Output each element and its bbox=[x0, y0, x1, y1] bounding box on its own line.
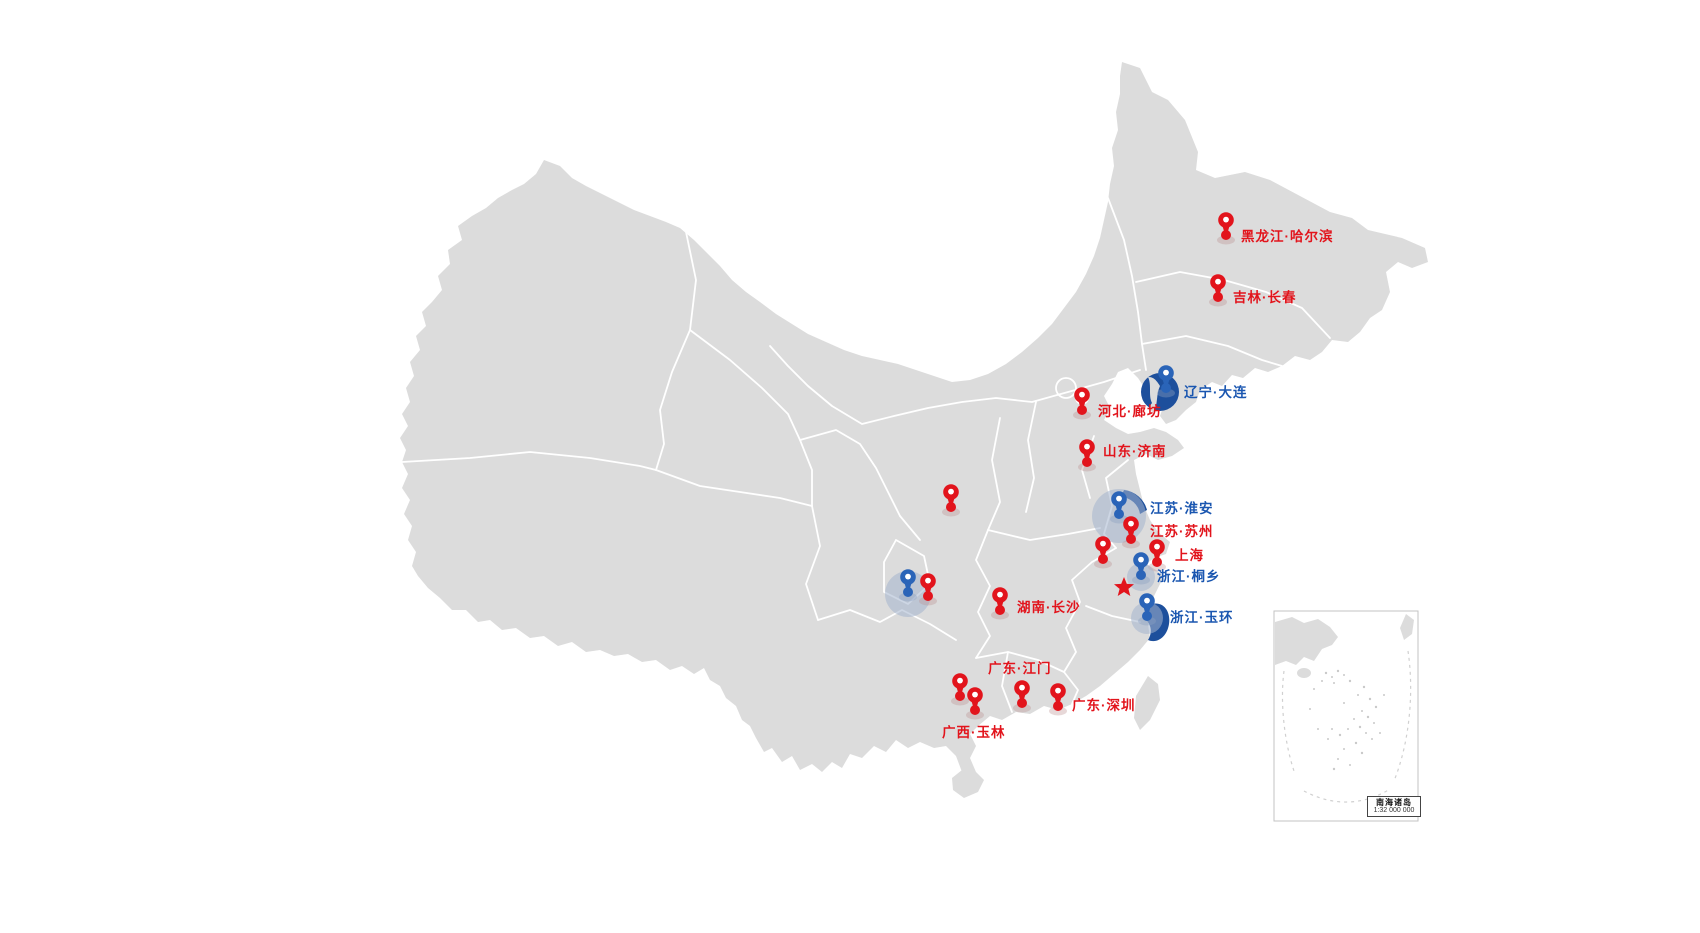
red-pin-icon[interactable] bbox=[1067, 386, 1097, 420]
inset-scale: 1:32 000 000 bbox=[1373, 807, 1415, 814]
taiwan-island bbox=[1134, 676, 1160, 730]
red-pin-icon[interactable] bbox=[1007, 679, 1037, 713]
china-mainland bbox=[400, 62, 1428, 780]
red-pin-icon[interactable] bbox=[936, 483, 966, 517]
marker-label-guangdong-jiangmen: 广东·江门 bbox=[988, 661, 1052, 676]
blue-pin-icon[interactable] bbox=[1151, 364, 1181, 398]
red-pin-icon[interactable] bbox=[1211, 211, 1241, 245]
red-pin-icon[interactable] bbox=[1203, 273, 1233, 307]
inset-dash-line bbox=[1281, 650, 1412, 803]
marker-label-hebei-langfang: 河北·廊坊 bbox=[1098, 404, 1162, 419]
marker-label-liaoning-dalian: 辽宁·大连 bbox=[1184, 385, 1248, 400]
marker-label-hunan-changsha: 湖南·长沙 bbox=[1017, 600, 1081, 615]
blue-pin-icon[interactable] bbox=[893, 568, 923, 602]
red-pin-icon[interactable] bbox=[985, 586, 1015, 620]
marker-label-shandong-jinan: 山东·济南 bbox=[1103, 444, 1167, 459]
province-borders bbox=[401, 197, 1331, 713]
marker-label-guangxi-yulin: 广西·玉林 bbox=[942, 725, 1006, 740]
inset-map bbox=[1273, 610, 1419, 822]
inset-label-box: 南海诸岛 1:32 000 000 bbox=[1367, 796, 1421, 817]
red-pin-icon[interactable] bbox=[1116, 515, 1146, 549]
hainan-island bbox=[952, 770, 984, 798]
red-pin-icon[interactable] bbox=[1072, 438, 1102, 472]
marker-label-jilin-changchun: 吉林·长春 bbox=[1233, 290, 1297, 305]
red-pin-icon[interactable] bbox=[913, 572, 943, 606]
marker-label-zhejiang-tongxiang: 浙江·桐乡 bbox=[1157, 569, 1221, 584]
red-pin-icon[interactable] bbox=[945, 672, 975, 706]
inset-coast bbox=[1275, 617, 1338, 665]
marker-label-heilongjiang-harbin: 黑龙江·哈尔滨 bbox=[1241, 229, 1334, 244]
inset-title: 南海诸岛 bbox=[1376, 798, 1412, 807]
marker-label-jiangsu-suzhou: 江苏·苏州 bbox=[1150, 524, 1214, 539]
blue-pin-icon[interactable] bbox=[1104, 490, 1134, 524]
blue-pin-icon[interactable] bbox=[1126, 551, 1156, 585]
marker-label-guangdong-shenzhen: 广东·深圳 bbox=[1072, 698, 1136, 713]
headquarters-star-icon[interactable] bbox=[1113, 576, 1135, 598]
red-pin-icon[interactable] bbox=[1088, 535, 1118, 569]
inset-hainan bbox=[1297, 668, 1311, 678]
inset-islands bbox=[1309, 669, 1385, 771]
blue-pin-icon[interactable] bbox=[1132, 592, 1162, 626]
dalian-peninsula bbox=[1148, 377, 1160, 412]
marker-label-jiangsu-huaian: 江苏·淮安 bbox=[1150, 501, 1214, 516]
red-pin-icon[interactable] bbox=[960, 686, 990, 720]
red-pin-icon[interactable] bbox=[1043, 682, 1073, 716]
inset-taiwan bbox=[1400, 614, 1414, 640]
marker-label-zhejiang-yuhuan: 浙江·玉环 bbox=[1170, 610, 1234, 625]
marker-label-shanghai: 上海 bbox=[1175, 548, 1204, 563]
